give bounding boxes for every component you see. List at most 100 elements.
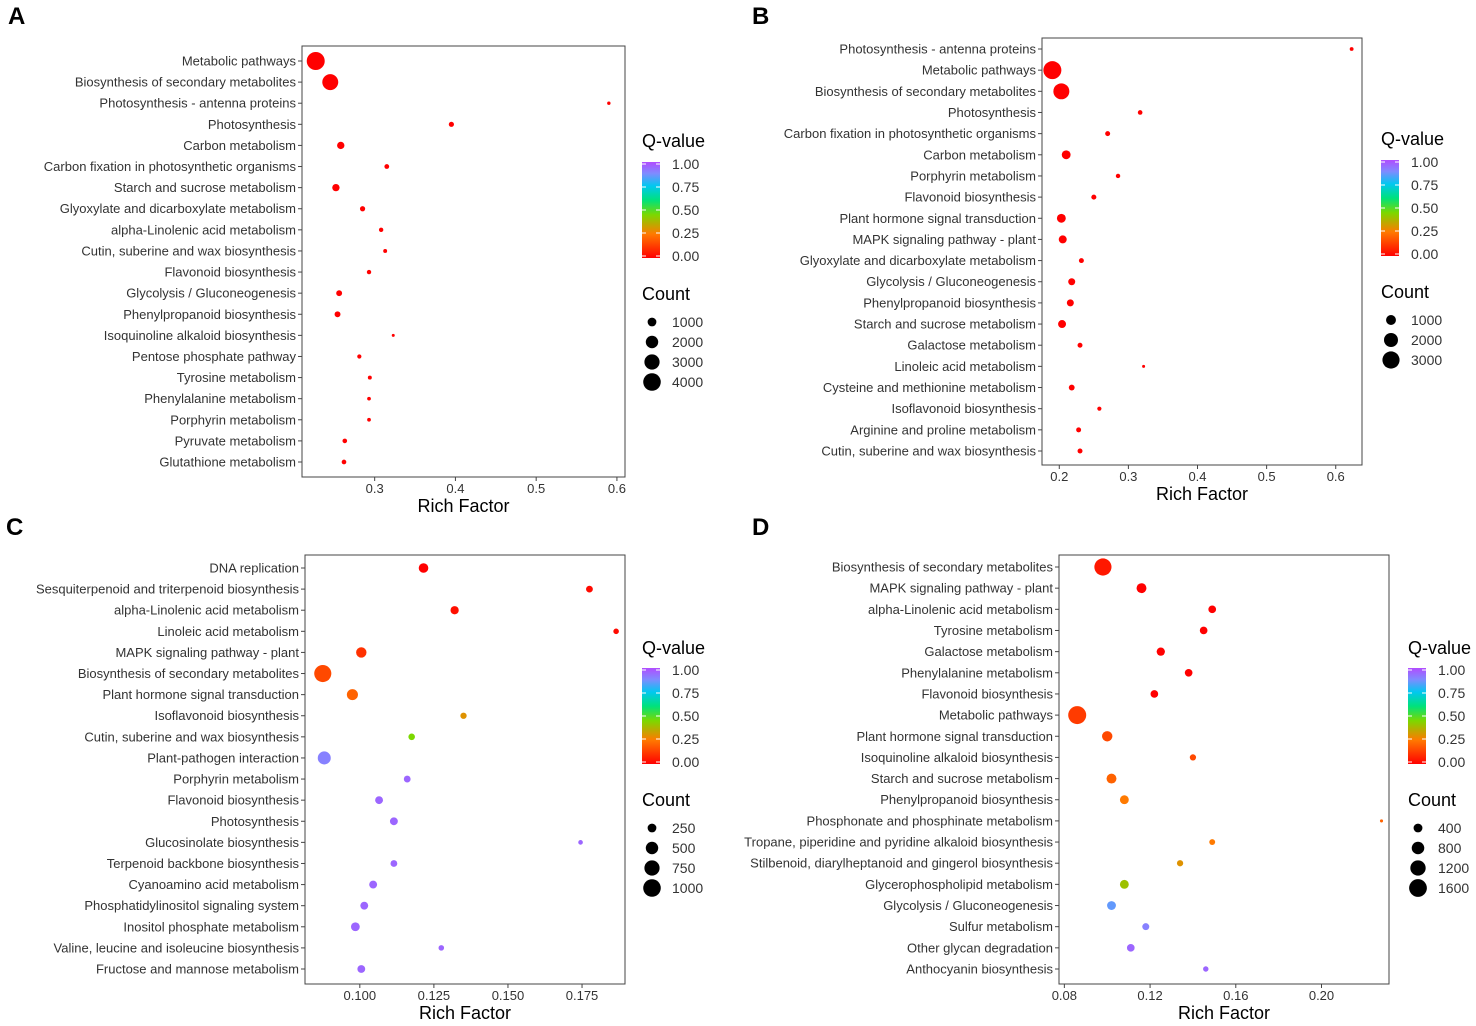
y-tick-label: Linoleic acid metabolism (894, 359, 1036, 374)
y-tick-label: Porphyrin metabolism (173, 772, 299, 787)
y-tick-label: Phenylalanine metabolism (901, 665, 1053, 680)
data-point (389, 817, 398, 826)
y-tick-label: Glutathione metabolism (159, 455, 296, 470)
panel-label: D (752, 514, 769, 541)
data-point (586, 585, 593, 593)
color-legend-label: 1.00 (1438, 662, 1465, 678)
size-legend-title: Count (642, 284, 690, 304)
x-tick-label: 0.125 (418, 988, 451, 1003)
data-point (1066, 299, 1074, 307)
data-point (1189, 754, 1197, 761)
data-point (1102, 731, 1113, 742)
data-point (336, 290, 343, 297)
size-legend-dot (644, 354, 660, 370)
size-legend-dot (1410, 860, 1426, 876)
x-tick-label: 0.100 (344, 988, 377, 1003)
y-tick-label: Glycerophospholipid metabolism (865, 877, 1053, 892)
y-tick-label: Flavonoid biosynthesis (167, 793, 299, 808)
y-tick-label: Glycolysis / Gluconeogenesis (866, 274, 1036, 289)
x-tick-label: 0.4 (1188, 469, 1206, 484)
data-point (367, 417, 371, 422)
color-legend-title: Q-value (1408, 638, 1471, 658)
y-tick-label: Starch and sucrose metabolism (854, 317, 1036, 332)
color-legend-label: 0.25 (672, 225, 699, 241)
x-tick-label: 0.3 (1119, 469, 1137, 484)
data-point (607, 101, 611, 105)
size-legend-title: Count (1381, 282, 1429, 302)
x-axis-label: Rich Factor (1178, 1003, 1270, 1021)
data-point (1078, 258, 1084, 264)
y-tick-label: Carbon metabolism (923, 147, 1036, 162)
x-tick-label: 0.3 (366, 481, 384, 496)
data-point (450, 606, 459, 615)
x-tick-label: 0.150 (492, 988, 525, 1003)
data-point (1058, 235, 1067, 244)
color-legend-label: 0.25 (672, 731, 699, 747)
panel-a: A Metabolic pathways Biosynthesis of secon… (8, 3, 705, 516)
y-tick-label: Galactose metabolism (924, 644, 1053, 659)
data-point (378, 227, 384, 233)
color-legend-bar (1408, 668, 1426, 764)
data-point (1349, 47, 1354, 51)
y-tick-label: Plant hormone signal transduction (839, 211, 1036, 226)
y-tick-label: Terpenoid backbone biosynthesis (107, 856, 300, 871)
y-tick-label: Tyrosine metabolism (934, 623, 1053, 638)
data-point (448, 121, 454, 127)
data-point (1203, 966, 1209, 972)
color-legend-title: Q-value (642, 131, 705, 151)
y-tick-label: Photosynthesis (948, 105, 1037, 120)
data-point (1156, 647, 1165, 656)
x-tick-label: 0.12 (1137, 988, 1162, 1003)
data-point (1061, 150, 1071, 160)
size-legend-dot (647, 823, 657, 833)
data-point (1068, 706, 1087, 725)
data-point (1184, 668, 1193, 677)
color-legend-label: 0.25 (1411, 223, 1438, 239)
data-point (314, 664, 332, 683)
panel-d: D Biosynthesis of secondary metabolites MA… (744, 514, 1471, 1023)
y-tick-label: Glyoxylate and dicarboxylate metabolism (60, 201, 296, 216)
y-tick-label: Isoflavonoid biosynthesis (154, 708, 299, 723)
size-legend-label: 2000 (1411, 332, 1442, 348)
data-point (1068, 278, 1076, 286)
data-point (1056, 213, 1066, 223)
data-point (366, 269, 372, 275)
size-legend-label: 3000 (1411, 352, 1442, 368)
y-tick-label: Phosphatidylinositol signaling system (84, 898, 299, 913)
data-point (360, 901, 369, 910)
x-tick-label: 0.175 (566, 988, 599, 1003)
y-tick-label: Isoquinoline alkaloid biosynthesis (104, 328, 297, 343)
y-tick-label: Plant hormone signal transduction (856, 729, 1053, 744)
y-tick-label: Carbon fixation in photosynthetic organi… (44, 159, 297, 174)
y-tick-label: Linoleic acid metabolism (157, 624, 299, 639)
data-point (350, 922, 360, 932)
color-legend-bar (642, 668, 660, 764)
data-point (1142, 923, 1150, 931)
data-point (1068, 384, 1075, 391)
data-point (1176, 860, 1184, 867)
y-tick-label: Stilbenoid, diarylheptanoid and gingerol… (750, 856, 1053, 871)
data-point (1076, 427, 1082, 433)
y-tick-label: Glycolysis / Gluconeogenesis (126, 286, 296, 301)
y-tick-label: Metabolic pathways (922, 63, 1037, 78)
data-point (1077, 342, 1083, 348)
y-tick-label: Glucosinolate biosynthesis (145, 835, 299, 850)
y-tick-label: Isoflavonoid biosynthesis (891, 401, 1036, 416)
size-legend-label: 500 (672, 840, 696, 856)
data-point (1136, 583, 1147, 594)
y-tick-label: Fructose and mannose metabolism (96, 962, 299, 977)
data-point (322, 74, 339, 91)
y-tick-label: Phenylpropanoid biosynthesis (880, 792, 1053, 807)
data-point (1106, 773, 1117, 784)
y-tick-label: Porphyrin metabolism (910, 168, 1036, 183)
y-tick-label: MAPK signaling pathway - plant (852, 232, 1036, 247)
y-tick-label: Galactose metabolism (907, 338, 1036, 353)
y-tick-label: Starch and sucrose metabolism (871, 771, 1053, 786)
size-legend-dot (643, 879, 661, 897)
color-legend-bar (1381, 160, 1399, 256)
size-legend-label: 400 (1438, 820, 1462, 836)
data-point (408, 733, 415, 741)
size-legend-dot (643, 373, 661, 391)
data-point (578, 840, 583, 845)
data-point (367, 375, 372, 380)
